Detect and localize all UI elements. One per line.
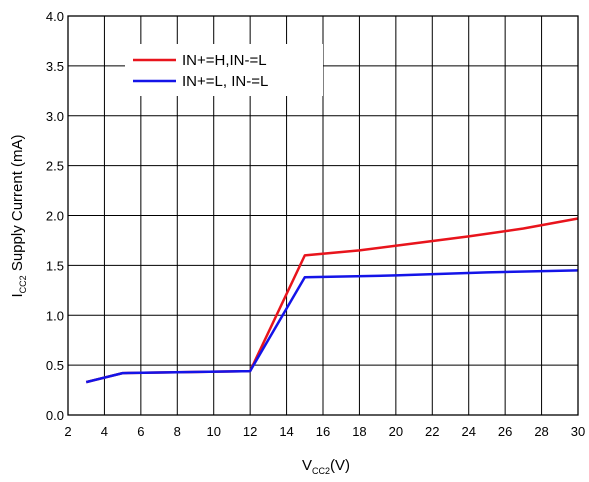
x-tick-label: 10 xyxy=(206,424,220,439)
y-tick-labels: 0.0 0.5 1.0 1.5 2.0 2.5 3.0 3.5 4.0 xyxy=(46,9,64,423)
x-axis-title-main: V xyxy=(302,457,312,474)
y-tick-label: 1.5 xyxy=(46,258,64,273)
y-tick-label: 0.0 xyxy=(46,408,64,423)
x-tick-label: 14 xyxy=(279,424,293,439)
x-axis-title-sub: CC2 xyxy=(312,466,330,476)
y-axis-title-suffix: Supply Current (mA) xyxy=(9,134,26,275)
x-tick-label: 26 xyxy=(498,424,512,439)
x-tick-labels: 2 4 6 8 10 12 14 16 18 20 22 24 26 28 30 xyxy=(64,424,585,439)
y-tick-label: 1.0 xyxy=(46,308,64,323)
plot-frame xyxy=(67,15,579,416)
x-tick-label: 12 xyxy=(243,424,257,439)
y-tick-label: 0.5 xyxy=(46,358,64,373)
y-tick-label: 3.5 xyxy=(46,59,64,74)
series-layer xyxy=(85,217,579,384)
y-axis-title: ICC2 Supply Current (mA) xyxy=(9,134,28,297)
x-axis-title: VCC2(V) xyxy=(302,457,350,476)
x-tick-label: 20 xyxy=(389,424,403,439)
x-tick-label: 4 xyxy=(101,424,108,439)
x-tick-label: 22 xyxy=(425,424,439,439)
y-axis-title-sub: CC2 xyxy=(18,275,28,293)
series-line-1 xyxy=(85,269,579,384)
x-tick-label: 30 xyxy=(571,424,585,439)
legend-label-1: IN+=L, IN-=L xyxy=(182,73,268,90)
x-tick-label: 6 xyxy=(137,424,144,439)
y-axis-title-main: I xyxy=(9,293,26,297)
y-tick-label: 2.0 xyxy=(46,209,64,224)
x-tick-label: 28 xyxy=(534,424,548,439)
x-tick-label: 16 xyxy=(316,424,330,439)
y-tick-label: 3.0 xyxy=(46,109,64,124)
x-tick-label: 8 xyxy=(174,424,181,439)
x-tick-label: 24 xyxy=(461,424,475,439)
y-tick-label: 4.0 xyxy=(46,9,64,24)
x-tick-label: 2 xyxy=(64,424,71,439)
legend-label-0: IN+=H,IN-=L xyxy=(182,52,267,69)
legend: IN+=H,IN-=L IN+=L, IN-=L xyxy=(125,44,323,96)
legend-box xyxy=(125,44,323,96)
x-tick-label: 18 xyxy=(352,424,366,439)
y-tick-label: 2.5 xyxy=(46,159,64,174)
x-axis-title-suffix: (V) xyxy=(330,457,350,474)
